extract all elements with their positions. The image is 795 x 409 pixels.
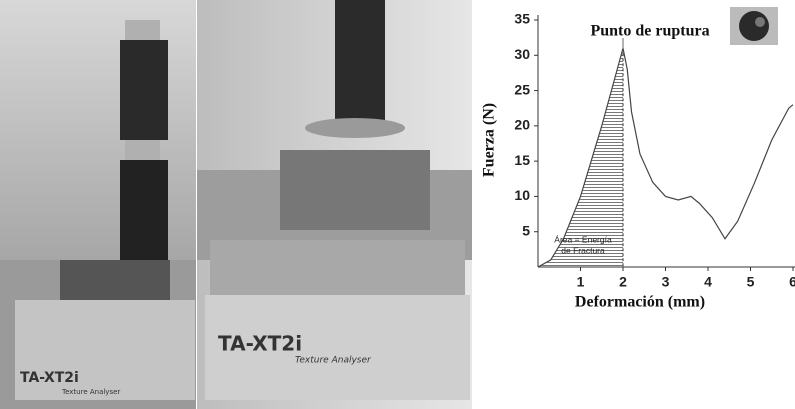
x-tick-label: 6 (789, 274, 795, 290)
y-axis-label: Fuerza (N) (481, 103, 498, 177)
x-axis-label: Deformación (mm) (575, 294, 705, 311)
x-tick-label: 2 (619, 274, 627, 290)
x-tick-label: 5 (747, 274, 755, 290)
y-tick-label: 5 (522, 222, 530, 238)
brand: TA-XT2i (20, 370, 79, 386)
y-tick-label: 35 (514, 11, 530, 27)
inset-photo (730, 7, 778, 45)
chart-title: Punto de ruptura (590, 23, 709, 40)
x-tick-label: 3 (662, 274, 670, 290)
annotation: Área = Energía (554, 234, 612, 244)
x-tick-label: 4 (704, 274, 712, 290)
caption: Texture Analyser (61, 388, 120, 396)
annotation: de Fractura (561, 245, 605, 255)
y-tick-label: 15 (514, 152, 530, 168)
brand: TA-XT2i (218, 332, 302, 356)
figure: TA-XT2i Texture Analyser TA-XT2i Texture… (0, 0, 795, 409)
y-tick-label: 20 (514, 117, 530, 133)
y-tick-label: 10 (514, 187, 530, 203)
page: TA-XT2i Texture Analyser TA-XT2i Texture… (0, 0, 795, 409)
y-tick-label: 30 (514, 46, 530, 62)
caption: Texture Analyser (295, 356, 372, 366)
photo-left: TA-XT2i Texture Analyser (0, 0, 196, 409)
photo-middle: TA-XT2i Texture Analyser (197, 0, 472, 409)
y-tick-label: 25 (514, 81, 530, 97)
x-tick-label: 1 (577, 274, 585, 290)
